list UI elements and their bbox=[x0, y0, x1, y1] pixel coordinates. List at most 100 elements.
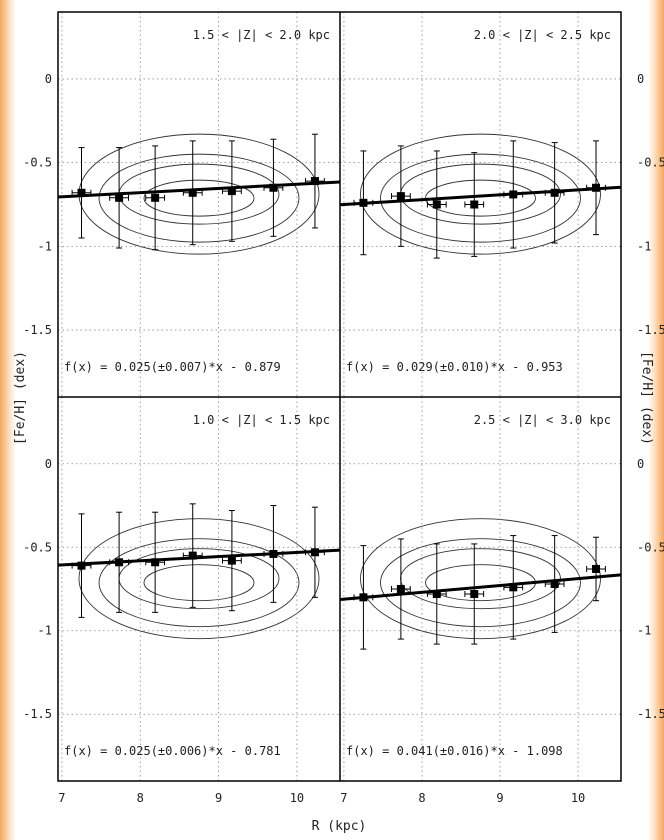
x-axis-label: R (kpc) bbox=[312, 819, 367, 834]
point-marker bbox=[310, 177, 319, 186]
y-tick-label-right: -0.5 bbox=[637, 540, 664, 554]
panel-top-right: 2.0 < |Z| < 2.5 kpc f(x) = 0.029(±0.010)*… bbox=[339, 12, 622, 397]
x-tick-label: 10 bbox=[571, 791, 585, 805]
y-tick-label-left: -0.5 bbox=[23, 156, 52, 170]
panel-bottom-right: 2.5 < |Z| < 3.0 kpc f(x) = 0.041(±0.016)*… bbox=[339, 397, 622, 781]
point-marker bbox=[509, 190, 518, 199]
point-marker bbox=[432, 590, 441, 599]
point-marker bbox=[310, 548, 319, 557]
data-point bbox=[182, 140, 203, 246]
x-tick-label: 10 bbox=[290, 791, 304, 805]
point-marker bbox=[77, 561, 86, 570]
y-tick-label-left: -1.5 bbox=[23, 323, 52, 337]
x-tick-label: 9 bbox=[496, 791, 503, 805]
density-contour bbox=[78, 518, 320, 640]
data-point bbox=[109, 147, 129, 249]
point-marker bbox=[115, 558, 124, 567]
data-point bbox=[464, 543, 485, 645]
point-marker bbox=[396, 192, 405, 201]
point-marker bbox=[432, 200, 441, 209]
point-marker bbox=[509, 583, 518, 592]
point-marker bbox=[550, 579, 559, 588]
data-point bbox=[305, 133, 325, 229]
fit-equation: f(x) = 0.041(±0.016)*x - 1.098 bbox=[346, 744, 563, 758]
density-contour bbox=[143, 179, 255, 217]
y-tick-label-left: -1 bbox=[38, 239, 52, 253]
panel-label: 1.0 < |Z| < 1.5 kpc bbox=[193, 413, 330, 427]
data-point bbox=[503, 535, 524, 640]
y-axis-label-right: [Fe/H] (dex) bbox=[639, 351, 654, 445]
y-tick-label-right: -0.5 bbox=[637, 156, 664, 170]
density-contour bbox=[360, 133, 601, 255]
y-tick-label-left: -1.5 bbox=[23, 707, 52, 721]
y-tick-label-right: 0 bbox=[637, 457, 644, 471]
y-tick-label-left: 0 bbox=[45, 457, 52, 471]
density-contour bbox=[98, 153, 300, 243]
density-contours bbox=[360, 133, 601, 255]
data-point bbox=[391, 145, 411, 247]
fit-line bbox=[339, 573, 622, 602]
data-point bbox=[503, 140, 524, 249]
y-tick-label-right: -1.5 bbox=[637, 323, 664, 337]
density-contours bbox=[78, 133, 320, 255]
density-contour bbox=[400, 163, 561, 225]
data-point bbox=[145, 511, 166, 613]
density-contours bbox=[78, 518, 320, 640]
y-tick-label-right: 0 bbox=[637, 72, 644, 86]
point-marker bbox=[188, 188, 197, 197]
y-tick-label-right: -1 bbox=[637, 239, 651, 253]
panel-label: 2.5 < |Z| < 3.0 kpc bbox=[474, 413, 611, 427]
point-marker bbox=[359, 198, 368, 207]
panel-label: 2.0 < |Z| < 2.5 kpc bbox=[474, 28, 611, 42]
data-point bbox=[464, 152, 485, 257]
density-contour bbox=[360, 518, 601, 640]
point-marker bbox=[188, 551, 197, 560]
data-point bbox=[353, 150, 374, 256]
data-point bbox=[182, 503, 203, 608]
data-point bbox=[305, 506, 325, 598]
y-tick-label-left: -1 bbox=[38, 624, 52, 638]
x-tick-label: 7 bbox=[340, 791, 347, 805]
data-point bbox=[586, 140, 606, 236]
point-marker bbox=[359, 593, 368, 602]
point-marker bbox=[470, 200, 479, 209]
data-point bbox=[109, 511, 129, 613]
frame bbox=[57, 11, 622, 782]
x-tick-label: 9 bbox=[215, 791, 222, 805]
y-tick-label-left: -0.5 bbox=[23, 540, 52, 554]
data-point bbox=[222, 510, 242, 612]
ticks: 7 8 9 10 7 8 9 10 0 -0.5 -1 -1.5 0 -0.5 -1 -1.5 0 -0.5 -1 -… bbox=[23, 72, 664, 805]
point-marker bbox=[550, 188, 559, 197]
point-marker bbox=[227, 556, 236, 565]
fit-equation: f(x) = 0.025(±0.006)*x - 0.781 bbox=[64, 744, 281, 758]
point-marker bbox=[115, 193, 124, 202]
density-contour bbox=[400, 548, 561, 610]
data-point bbox=[544, 142, 565, 244]
point-marker bbox=[227, 187, 236, 196]
point-marker bbox=[592, 183, 601, 192]
point-marker bbox=[151, 193, 160, 202]
fit-line bbox=[57, 548, 341, 567]
data-point bbox=[353, 545, 374, 650]
data-point bbox=[263, 138, 284, 237]
data-point bbox=[544, 535, 565, 633]
x-tick-label: 8 bbox=[418, 791, 425, 805]
density-contour bbox=[118, 163, 280, 225]
density-contour bbox=[143, 564, 255, 602]
data-point bbox=[263, 505, 284, 603]
y-tick-label-right: -1.5 bbox=[637, 707, 664, 721]
point-marker bbox=[396, 585, 405, 593]
x-tick-label: 7 bbox=[58, 791, 65, 805]
density-contour bbox=[380, 153, 581, 243]
point-marker bbox=[269, 183, 278, 192]
data-point bbox=[222, 140, 242, 242]
panel-bottom-left: 1.0 < |Z| < 1.5 kpc f(x) = 0.025(±0.006)*… bbox=[57, 397, 341, 781]
point-marker bbox=[470, 590, 479, 599]
data-point bbox=[586, 536, 606, 602]
y-tick-label-right: -1 bbox=[637, 624, 651, 638]
data-point bbox=[426, 543, 447, 645]
point-marker bbox=[269, 549, 278, 558]
point-marker bbox=[592, 564, 601, 573]
